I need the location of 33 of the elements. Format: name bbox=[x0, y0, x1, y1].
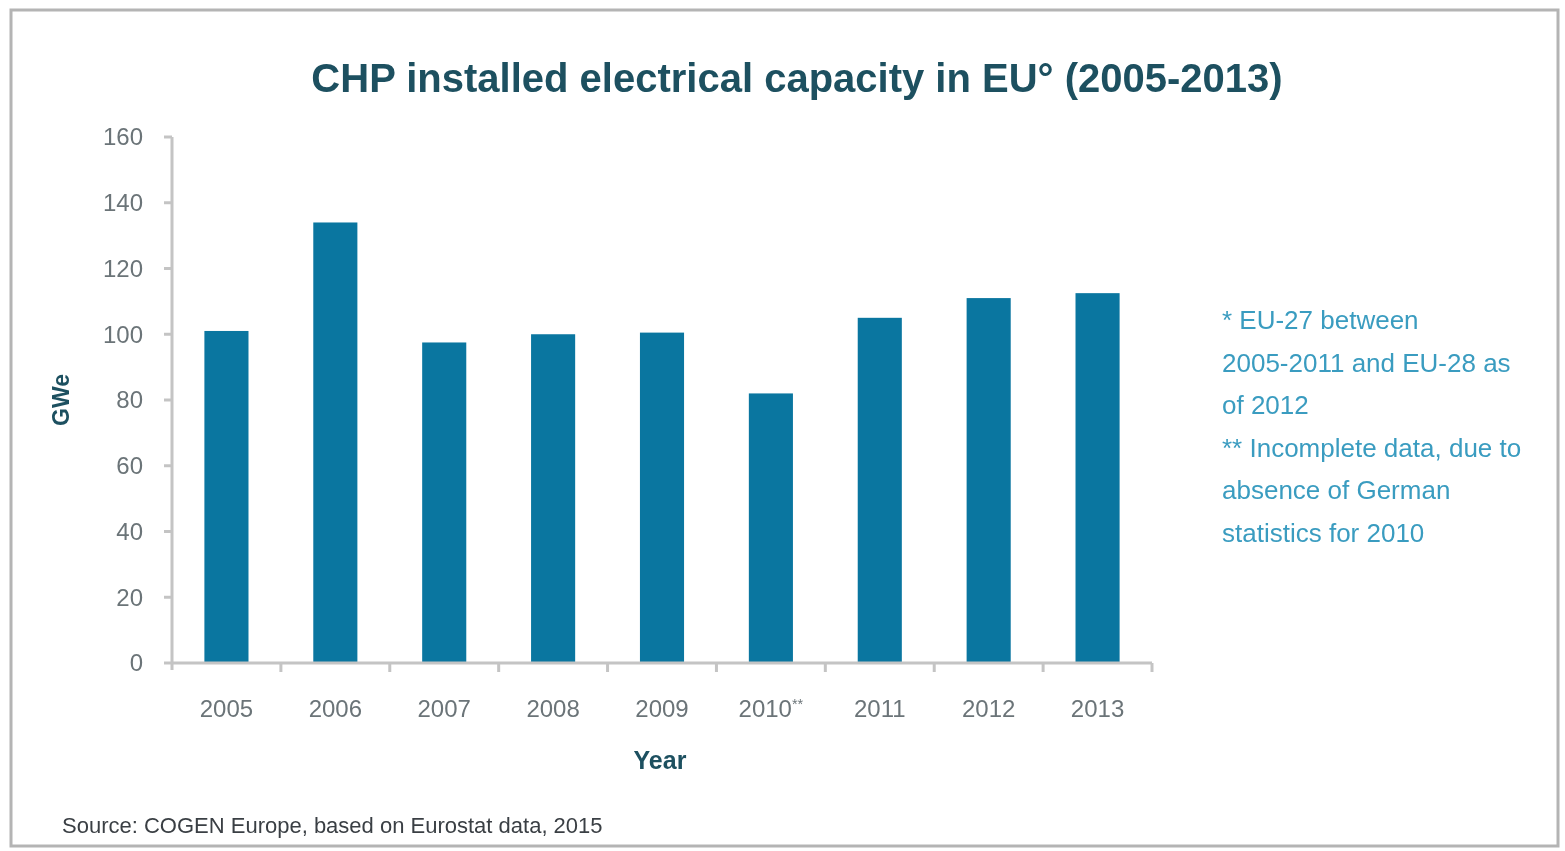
y-tick-label: 80 bbox=[116, 386, 143, 414]
bar bbox=[531, 334, 576, 663]
x-tick-label: 2012 bbox=[961, 695, 1016, 722]
x-tick-label: 2007 bbox=[417, 695, 471, 722]
y-axis-title: GWe bbox=[48, 374, 74, 426]
source-note: Source: COGEN Europe, based on Eurostat data, 2015 bbox=[62, 813, 603, 838]
bar bbox=[639, 332, 685, 663]
chart-title: CHP installed electrical capacity in EU° (2005-2013) bbox=[311, 56, 1283, 100]
bar bbox=[857, 317, 902, 663]
y-tick-label: 0 bbox=[129, 649, 143, 677]
bar bbox=[748, 393, 793, 663]
y-tick-label: 40 bbox=[116, 517, 143, 545]
x-tick-label: 2006 bbox=[308, 695, 363, 722]
y-tick-label: 120 bbox=[102, 254, 143, 282]
y-tick-label: 160 bbox=[102, 123, 143, 151]
x-tick-label: 2008 bbox=[526, 695, 580, 722]
bar bbox=[204, 330, 249, 663]
y-tick-label: 60 bbox=[116, 452, 143, 480]
x-tick-label: 2013 bbox=[1070, 695, 1125, 722]
x-axis-title: Year bbox=[633, 746, 687, 774]
bar bbox=[422, 342, 467, 663]
y-tick-label: 140 bbox=[102, 189, 143, 217]
x-tick-label: 2005 bbox=[199, 695, 254, 722]
text: ** Incomplete data, due to absence of German statistics for 2010 bbox=[1222, 432, 1522, 548]
text: * EU-27 between 2005-2011 and EU-28 as of 2012 bbox=[1222, 305, 1511, 420]
y-tick-label: 100 bbox=[102, 320, 143, 348]
bar bbox=[966, 298, 1011, 663]
x-tick-label: 2010$^{**}$ bbox=[738, 695, 804, 722]
bar bbox=[1075, 293, 1120, 663]
x-tick-label: 2011 bbox=[853, 695, 906, 722]
x-tick-label: 2009 bbox=[635, 695, 689, 722]
bar bbox=[313, 222, 358, 663]
y-tick-label: 20 bbox=[116, 583, 143, 611]
